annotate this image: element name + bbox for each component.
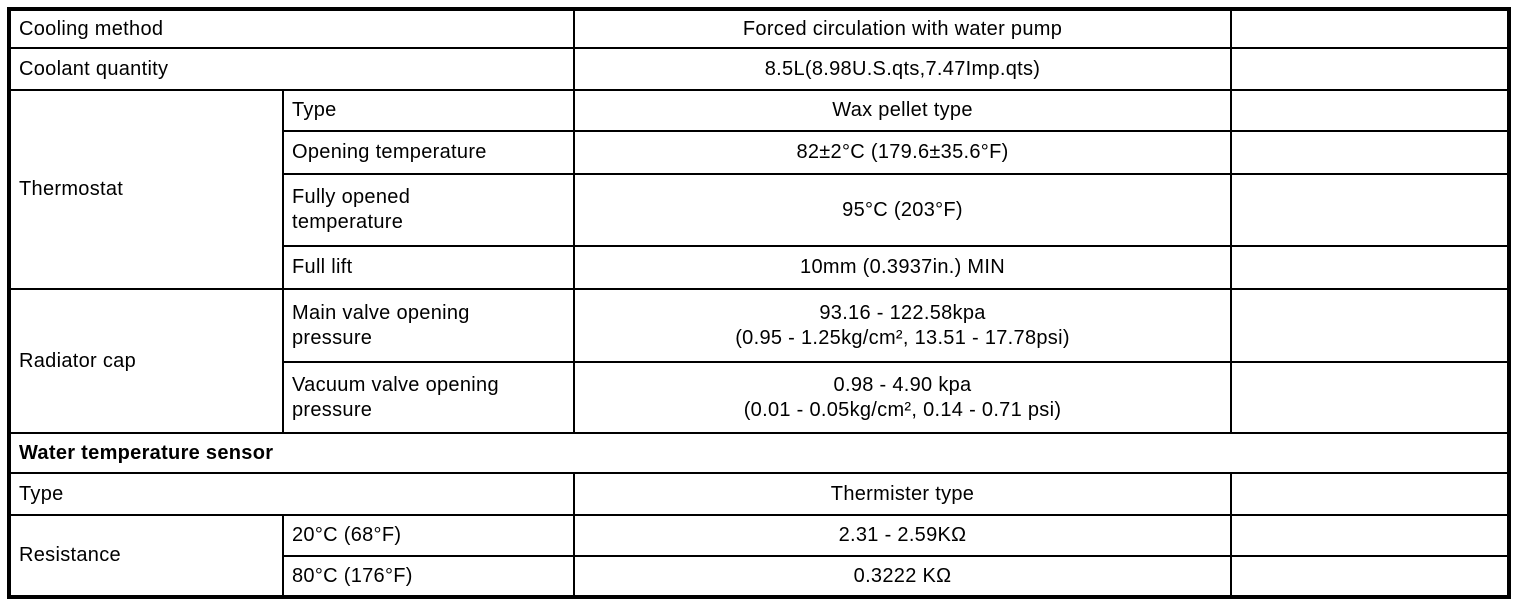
empty-cell: [1230, 245, 1511, 290]
resistance-20c-label: 20°C (68°F): [281, 514, 576, 557]
coolant-quantity-label: Coolant quantity: [7, 47, 576, 91]
resistance-80c-label: 80°C (176°F): [281, 555, 576, 598]
empty-cell: [1230, 361, 1511, 434]
full-lift-label: Full lift: [281, 245, 576, 290]
empty-cell: [1230, 130, 1511, 175]
cooling-method-label: Cooling method: [7, 8, 576, 49]
water-temperature-sensor-header: Water temperature sensor: [7, 432, 1511, 474]
full-lift-value: 10mm (0.3937in.) MIN: [573, 245, 1233, 290]
row-vacuum-valve-opening-pressure: Vacuum valve opening pressure 0.98 - 4.9…: [9, 361, 1511, 434]
vacuum-valve-opening-pressure-value: 0.98 - 4.90 kpa (0.01 - 0.05kg/cm², 0.14…: [573, 361, 1233, 434]
empty-cell: [1230, 555, 1511, 598]
opening-temperature-value: 82±2°C (179.6±35.6°F): [573, 130, 1233, 175]
empty-cell: [1230, 514, 1511, 557]
resistance-20c-value: 2.31 - 2.59KΩ: [573, 514, 1233, 557]
sensor-type-value: Thermister type: [573, 472, 1233, 516]
main-valve-opening-pressure-label: Main valve opening pressure: [281, 288, 576, 363]
fully-opened-temperature-label: Fully opened temperature: [281, 173, 576, 247]
radiator-cap-label: Radiator cap: [8, 288, 284, 434]
row-full-lift: Full lift 10mm (0.3937in.) MIN: [9, 245, 1511, 290]
opening-temperature-label: Opening temperature: [281, 130, 576, 175]
row-sensor-type: Type Thermister type: [7, 472, 1511, 516]
thermostat-type-value: Wax pellet type: [573, 89, 1233, 132]
sensor-type-label: Type: [7, 472, 576, 516]
coolant-quantity-value: 8.5L(8.98U.S.qts,7.47Imp.qts): [573, 47, 1233, 91]
row-main-valve-opening-pressure: Radiator cap Main valve opening pressure…: [8, 288, 1511, 434]
resistance-80c-value: 0.3222 KΩ: [573, 555, 1233, 598]
row-fully-opened-temperature: Fully opened temperature 95°C (203°F): [9, 173, 1511, 247]
row-coolant-quantity: Coolant quantity 8.5L(8.98U.S.qts,7.47Im…: [7, 47, 1511, 91]
row-water-temperature-sensor-header: Water temperature sensor: [7, 432, 1511, 474]
row-resistance-80c: 80°C (176°F) 0.3222 KΩ: [9, 555, 1511, 598]
resistance-label: Resistance: [8, 514, 284, 598]
row-cooling-method: Cooling method Forced circulation with w…: [7, 8, 1511, 49]
empty-cell: [1230, 47, 1511, 91]
empty-cell: [1230, 8, 1511, 49]
row-thermostat-type: Thermostat Type Wax pellet type: [8, 89, 1511, 290]
empty-cell: [1230, 288, 1511, 363]
row-opening-temperature: Opening temperature 82±2°C (179.6±35.6°F…: [9, 130, 1511, 175]
empty-cell: [1230, 89, 1511, 132]
row-resistance-20c: Resistance 20°C (68°F) 2.31 - 2.59KΩ: [8, 514, 1511, 598]
vacuum-valve-opening-pressure-label: Vacuum valve opening pressure: [281, 361, 576, 434]
fully-opened-temperature-value: 95°C (203°F): [573, 173, 1233, 247]
cooling-method-value: Forced circulation with water pump: [573, 8, 1233, 49]
thermostat-type-label: Type: [281, 89, 576, 132]
cooling-system-spec-table: Cooling method Forced circulation with w…: [7, 7, 1512, 599]
empty-cell: [1230, 173, 1511, 247]
thermostat-label: Thermostat: [8, 89, 284, 290]
empty-cell: [1230, 472, 1511, 516]
main-valve-opening-pressure-value: 93.16 - 122.58kpa (0.95 - 1.25kg/cm², 13…: [573, 288, 1233, 363]
